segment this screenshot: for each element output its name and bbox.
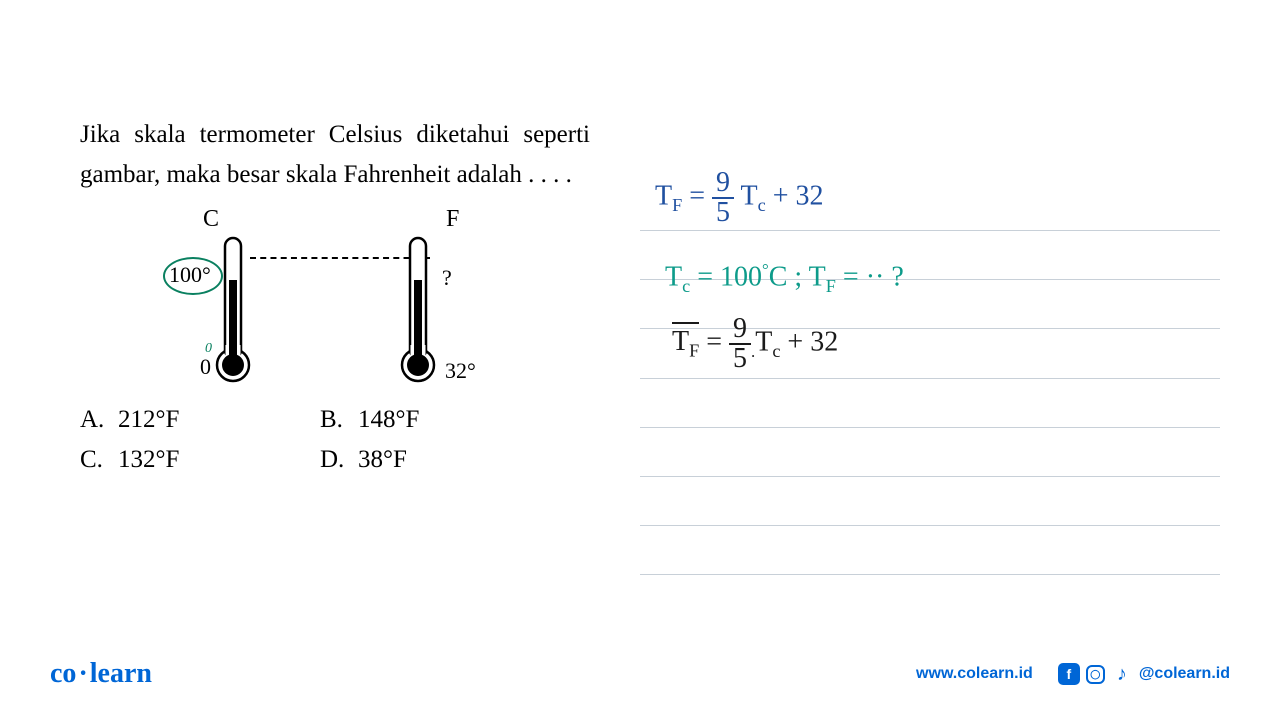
footer: co·learn www.colearn.id f ◯ ♪ @colearn.i… — [0, 658, 1280, 690]
fahrenheit-low-value: 32° — [445, 358, 476, 384]
thermometer-celsius: C 100° 0 0 — [175, 210, 255, 395]
thermometer-fahrenheit: F ? 32° — [360, 210, 440, 395]
calculation-line: TF = 95.Tc + 32 — [672, 315, 838, 373]
ruled-line — [640, 378, 1220, 379]
facebook-icon: f — [1058, 663, 1080, 685]
thermometer-icon — [360, 230, 440, 390]
question-panel: Jika skala termometer Celsius diketahui … — [80, 115, 590, 480]
option-b: B.148°F — [320, 400, 560, 440]
footer-handle: @colearn.id — [1139, 665, 1230, 683]
fahrenheit-high-value: ? — [442, 265, 452, 291]
notes-panel: TF = 95 Tc + 32 Tc = 100°C ; TF = ·· ? T… — [640, 155, 1220, 595]
question-text: Jika skala termometer Celsius diketahui … — [80, 115, 590, 195]
footer-url: www.colearn.id — [916, 665, 1033, 683]
ruled-line — [640, 574, 1220, 575]
instagram-icon: ◯ — [1086, 665, 1105, 684]
tiktok-icon: ♪ — [1111, 663, 1133, 685]
option-d: D.38°F — [320, 440, 560, 480]
option-c: C.132°F — [80, 440, 320, 480]
formula-line-1: TF = 95 Tc + 32 — [655, 169, 824, 227]
ruled-line — [640, 427, 1220, 428]
logo: co·learn — [50, 658, 152, 690]
thermometer-diagram: C 100° 0 0 F ? 32° — [80, 210, 590, 390]
footer-right: www.colearn.id f ◯ ♪ @colearn.id — [916, 663, 1230, 685]
thermometer-icon — [175, 230, 255, 390]
celsius-high-value: 100° — [169, 262, 211, 288]
celsius-low-value: 0 — [200, 354, 211, 380]
option-a: A.212°F — [80, 400, 320, 440]
answer-options: A.212°F B.148°F C.132°F D.38°F — [80, 400, 590, 480]
celsius-label: C — [203, 206, 219, 233]
given-values-line: Tc = 100°C ; TF = ·· ? — [665, 260, 904, 297]
ruled-line — [640, 476, 1220, 477]
ruled-line — [640, 525, 1220, 526]
ruled-line — [640, 230, 1220, 231]
fahrenheit-label: F — [446, 206, 459, 233]
social-icons: f ◯ ♪ @colearn.id — [1058, 663, 1230, 685]
